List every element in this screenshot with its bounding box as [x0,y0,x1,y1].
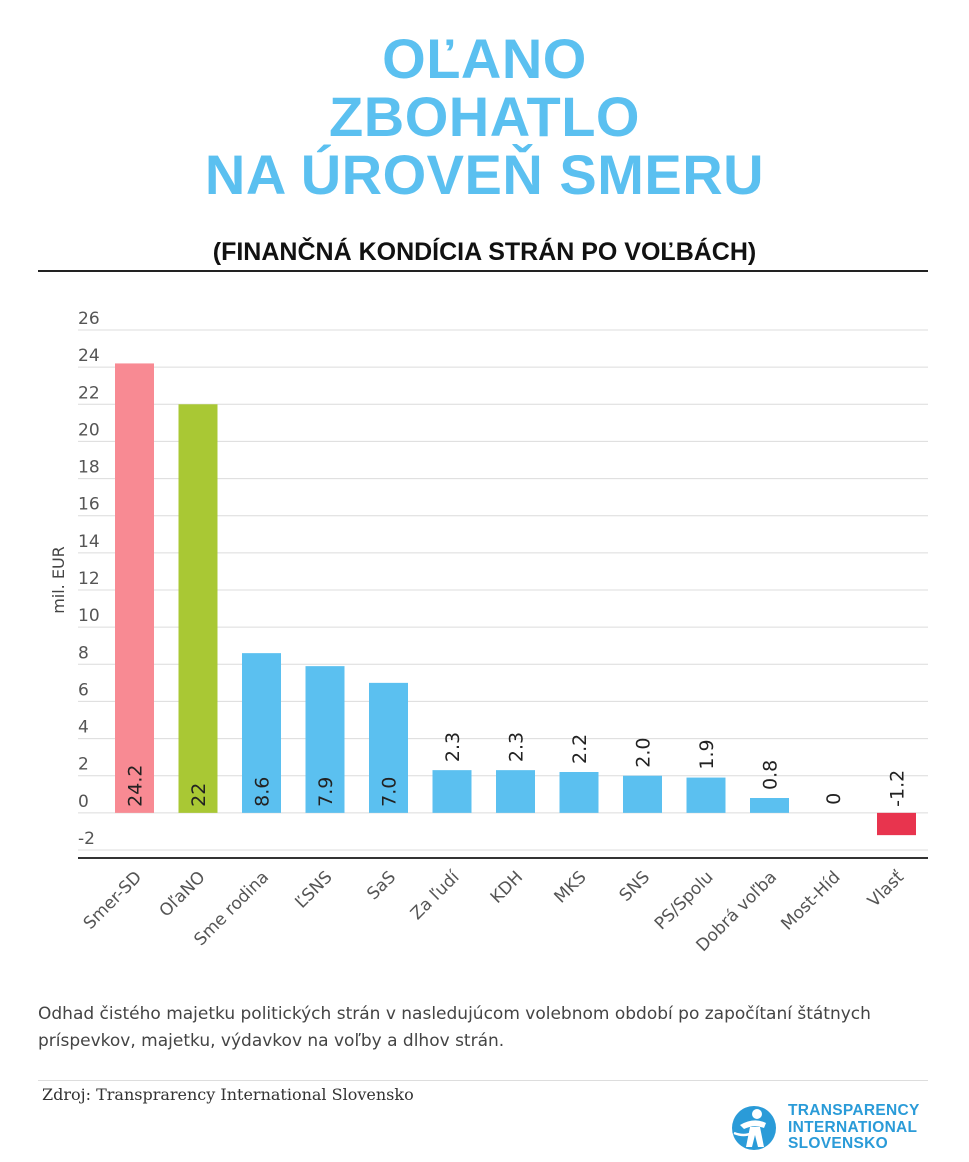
data-label: 2.2 [569,734,591,764]
data-label: 7.0 [379,777,401,807]
bottom-divider [38,1080,928,1081]
chart-subtitle: (FINANČNÁ KONDÍCIA STRÁN PO VOĽBÁCH) [212,238,757,266]
bar [750,798,789,813]
y-tick-label: 22 [78,383,100,403]
data-label: 0 [823,793,845,805]
y-tick-label: 12 [78,569,100,589]
bar [623,775,662,813]
data-label: 2.0 [633,737,655,767]
y-axis-label: mil. EUR [49,546,68,614]
top-divider [38,270,928,272]
y-tick-label: 20 [78,420,100,440]
data-label: 8.6 [252,777,274,807]
logo-line-1: TRANSPARENCY [788,1102,920,1119]
bar [877,812,916,836]
data-label: 1.9 [696,739,718,769]
bar [686,777,726,813]
bar [496,770,535,813]
data-label: 2.3 [506,732,528,762]
x-tick-label: Smer-SD [80,867,146,933]
y-tick-label: 8 [78,643,89,663]
x-tick-label: SNS [616,867,654,905]
logo-line-2: INTERNATIONAL [788,1118,918,1136]
y-tick-label: 16 [78,495,100,515]
y-tick-label: -2 [78,829,95,849]
bar [305,666,345,813]
data-label: 22 [188,783,210,807]
y-tick-label: 24 [78,346,100,366]
x-tick-label: OľaNO [156,867,210,921]
bar [369,682,408,813]
x-tick-label: MKS [551,867,591,907]
data-label: -1.2 [887,770,909,807]
title-line-3: NA ÚROVEŇ SMERU [204,143,765,206]
x-tick-label: Most-Híd [777,867,844,934]
bar [242,653,281,813]
y-tick-label: 14 [78,532,100,552]
data-label: 24.2 [125,765,147,807]
title-line-2: ZBOHATLO [329,85,640,148]
globe-person-icon [732,1106,776,1150]
data-label: 0.8 [760,760,782,790]
data-label: 2.3 [442,732,464,762]
x-tick-label: KDH [487,867,527,907]
x-tick-label: Vlasť [864,867,908,911]
y-tick-label: 2 [78,755,89,775]
y-tick-label: 6 [78,680,89,700]
chart-title: OĽANO ZBOHATLO NA ÚROVEŇ SMERU [0,30,969,204]
x-tick-label: SaS [363,867,400,904]
y-tick-label: 4 [78,718,89,738]
y-tick-label: 0 [78,792,89,812]
chart-description: Odhad čistého majetku politických strán … [38,1004,871,1051]
y-tick-label: 10 [78,606,100,626]
transparency-logo: TRANSPARENCY INTERNATIONAL SLOVENSKO [730,1102,930,1155]
source-note: Zdroj: Transprarency International Slove… [42,1085,414,1104]
x-tick-label: ĽSNS [291,867,336,912]
title-line-1: OĽANO [382,27,587,90]
data-label: 7.9 [315,777,337,807]
y-tick-label: 18 [78,458,100,478]
bar [178,404,218,813]
logo-line-3: SLOVENSKO [788,1135,889,1152]
x-tick-label: PS/Spolu [651,867,718,934]
bar [432,770,472,813]
y-tick-label: 26 [78,309,100,329]
x-tick-label: Za ľudí [407,866,465,924]
bar [559,772,599,813]
bar [115,363,154,813]
